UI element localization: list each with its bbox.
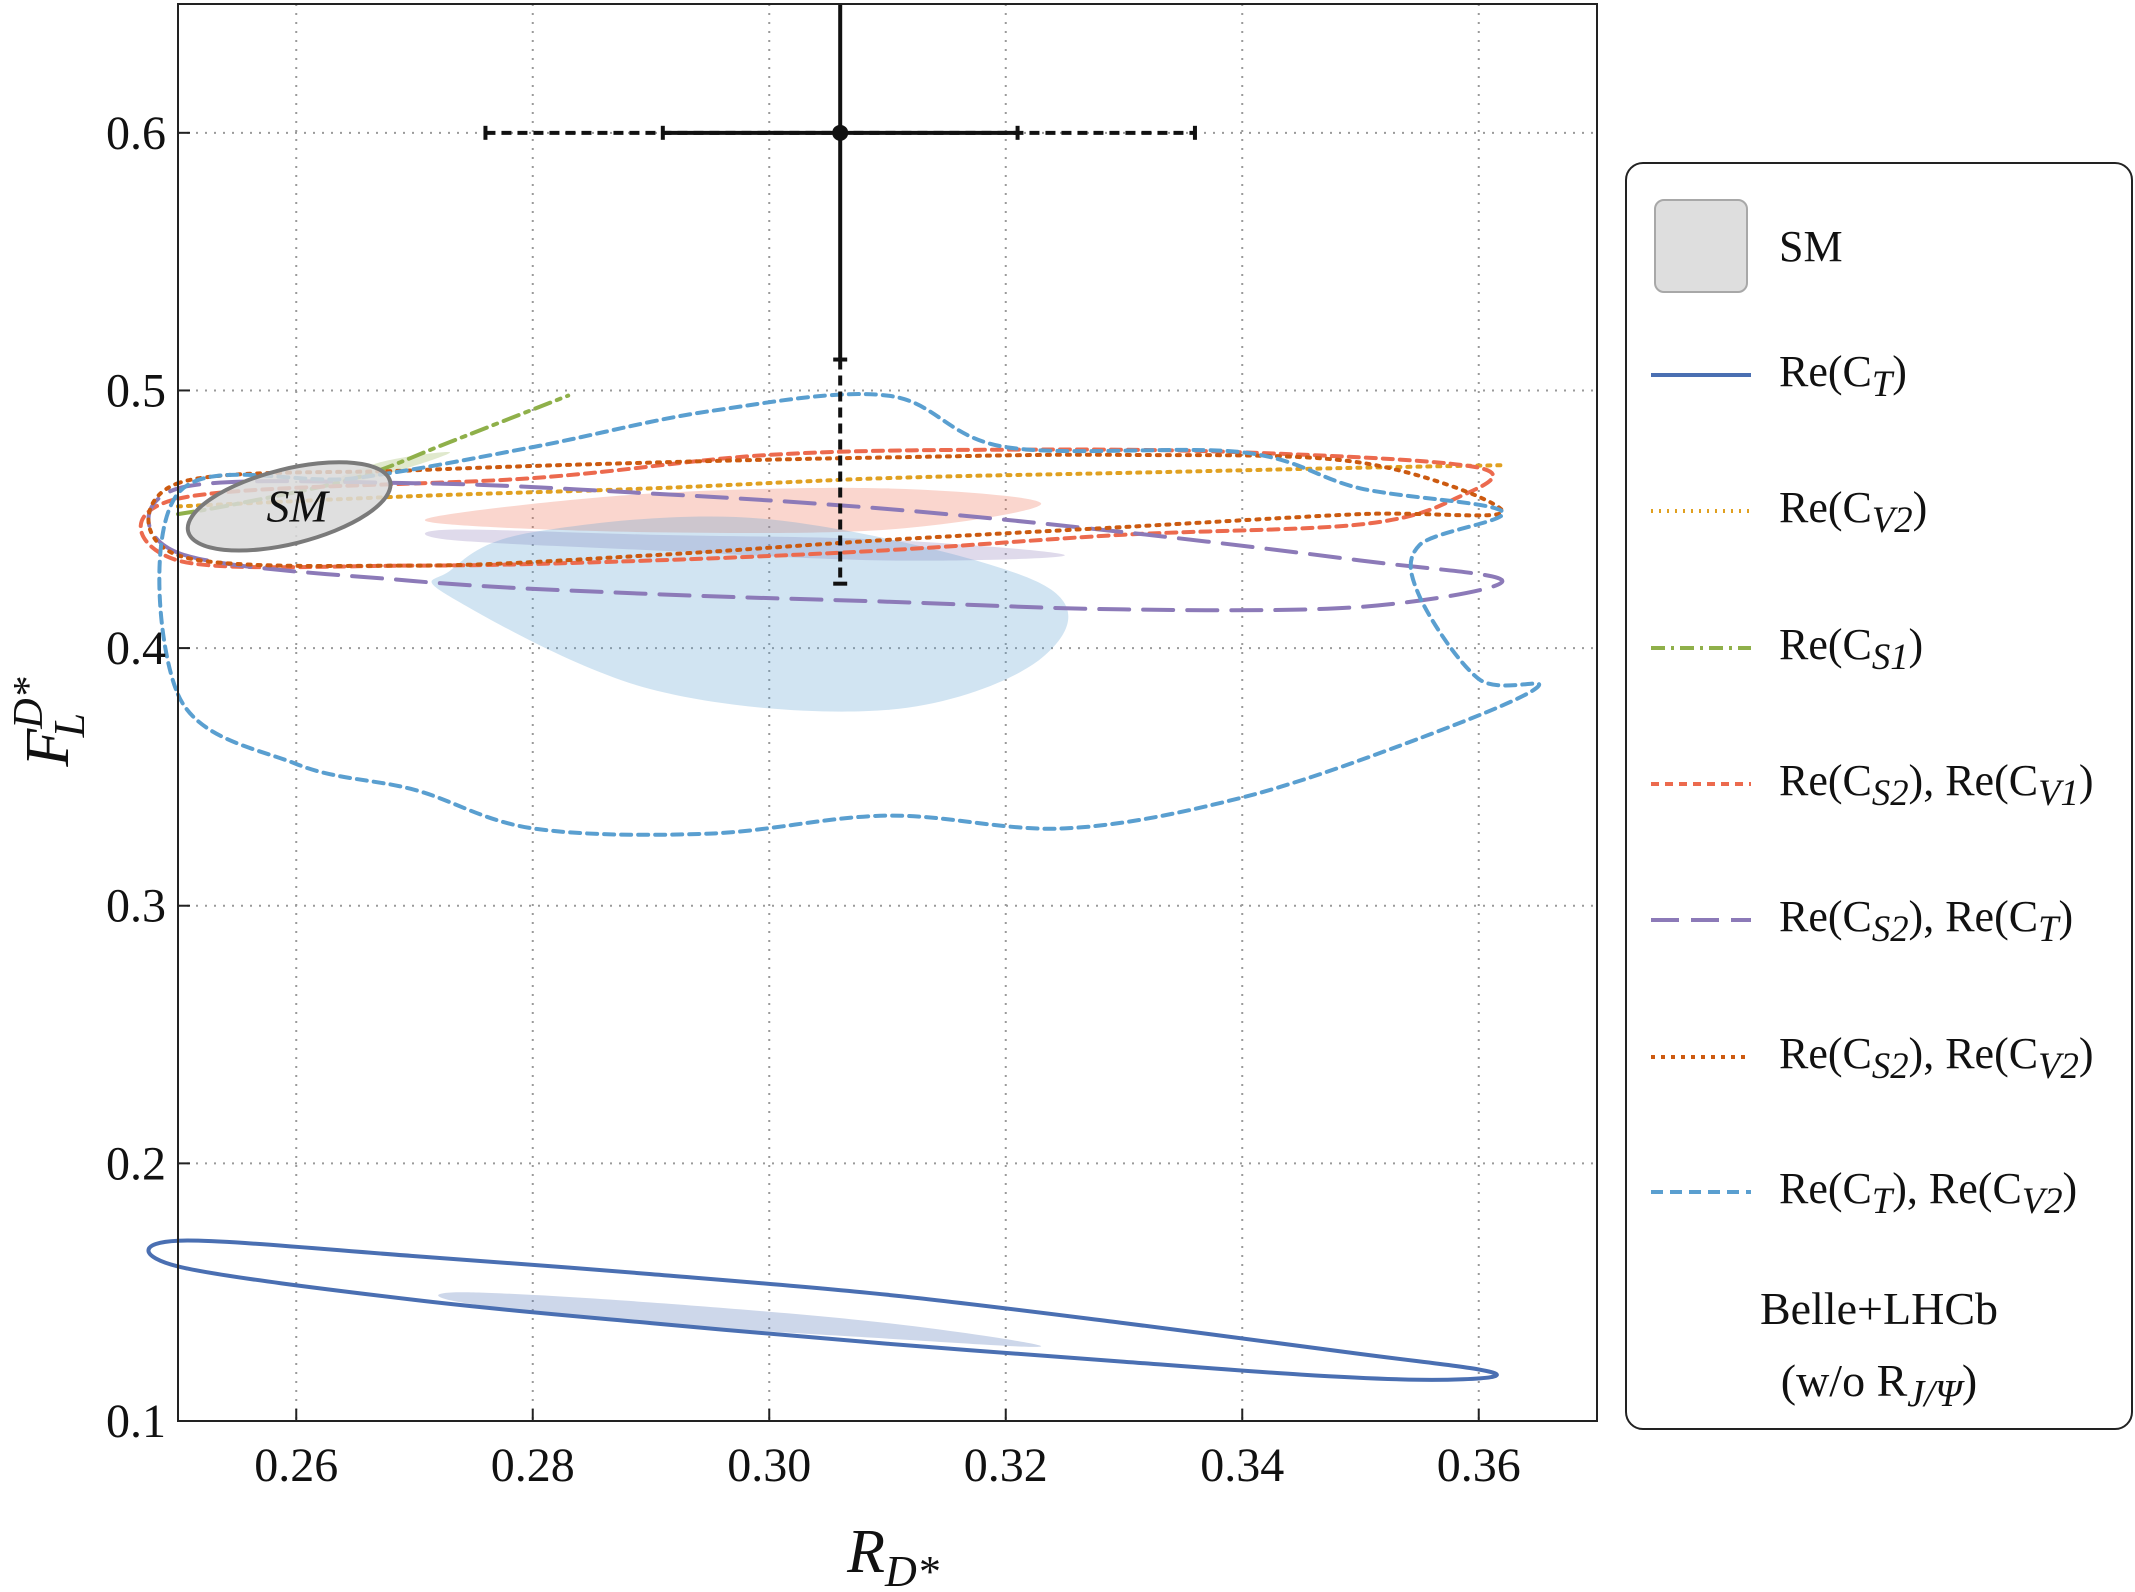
legend-item-sm: SM [1627,199,2131,293]
sm-ellipse-label: SM [266,480,330,531]
legend-note-line2: (w/o RJ/Ψ) [1780,1355,1978,1416]
legend-item-cs1: Re(CS1) [1627,618,2131,678]
contour-re-c-v2 [176,463,1505,509]
x-tick-label: 0.34 [1200,1439,1284,1492]
y-tick-labels: 0.1 0.2 0.3 0.4 0.5 0.6 [106,107,166,1448]
contour-re-c-s2-re-c-t [146,479,1505,613]
grid [178,4,1597,1422]
y-tick-label: 0.2 [106,1137,166,1190]
chart: SM 0.26 0.28 0.30 0.32 0.34 0.36 0.1 0.2 0.3 0.4… [6,3,1598,1592]
x-tick-label: 0.32 [964,1439,1048,1492]
legend-label-ct: Re(CT) [1779,346,1907,404]
x-tick-label: 0.28 [491,1439,575,1492]
x-axis-label: RD* [846,1518,939,1592]
sm-point: SM [185,460,393,553]
legend-label-ctcv2: Re(CT), Re(CV2) [1779,1163,2078,1221]
legend-label-cs2cv2: Re(CS2), Re(CV2) [1779,1028,2094,1086]
x-tick-label: 0.30 [727,1439,811,1492]
contour-re-c-s2-re-c-v2 [146,452,1505,568]
contour-re-c-t [146,1238,1499,1382]
region-re-c-s2-re-c-t [424,529,1065,561]
legend-item-cs2ct: Re(CS2), Re(CT) [1627,890,2131,950]
y-tick-label: 0.3 [106,880,166,933]
x-tick-labels: 0.26 0.28 0.30 0.32 0.34 0.36 [254,1439,1521,1492]
plot-frame [177,3,1598,1422]
measurement-point [483,4,1197,586]
legend-item-ct: Re(CT) [1627,345,2131,405]
y-tick-label: 0.5 [106,364,166,417]
legend-item-cs2cv1: Re(CS2), Re(CV1) [1627,754,2131,814]
confidence-regions [319,452,1069,1347]
legend: SM Re(CT) Re(CV2) Re(CS1) Re(CS2), Re(CV… [1625,162,2133,1430]
y-tick-label: 0.1 [106,1395,166,1448]
y-axis-label: FD*L [6,677,94,767]
contour-re-c-t-re-c-v2 [157,392,1542,837]
y-tick-label: 0.6 [106,107,166,160]
legend-label-cv2: Re(CV2) [1779,482,1928,540]
legend-label-cs2ct: Re(CS2), Re(CT) [1779,891,2074,949]
legend-swatch-sm [1654,199,1748,293]
legend-label-cs1: Re(CS1) [1779,619,1924,677]
region-re-c-t-re-c-v2 [431,516,1069,712]
region-re-c-t [438,1292,1042,1347]
x-tick-label: 0.36 [1437,1439,1521,1492]
x-tick-label: 0.26 [254,1439,338,1492]
y-tick-label: 0.4 [106,622,166,675]
sm-ellipse [185,460,393,553]
legend-item-cv2: Re(CV2) [1627,481,2131,541]
measurement-dot [832,124,849,141]
legend-item-cs2cv2: Re(CS2), Re(CV2) [1627,1027,2131,1087]
region-re-c-s2-re-c-v1 [424,487,1042,533]
legend-note-line1: Belle+LHCb [1759,1283,1999,1334]
legend-item-ctcv2: Re(CT), Re(CV2) [1627,1162,2131,1222]
legend-label-cs2cv1: Re(CS2), Re(CV1) [1779,755,2094,813]
legend-label-sm: SM [1779,221,1843,271]
